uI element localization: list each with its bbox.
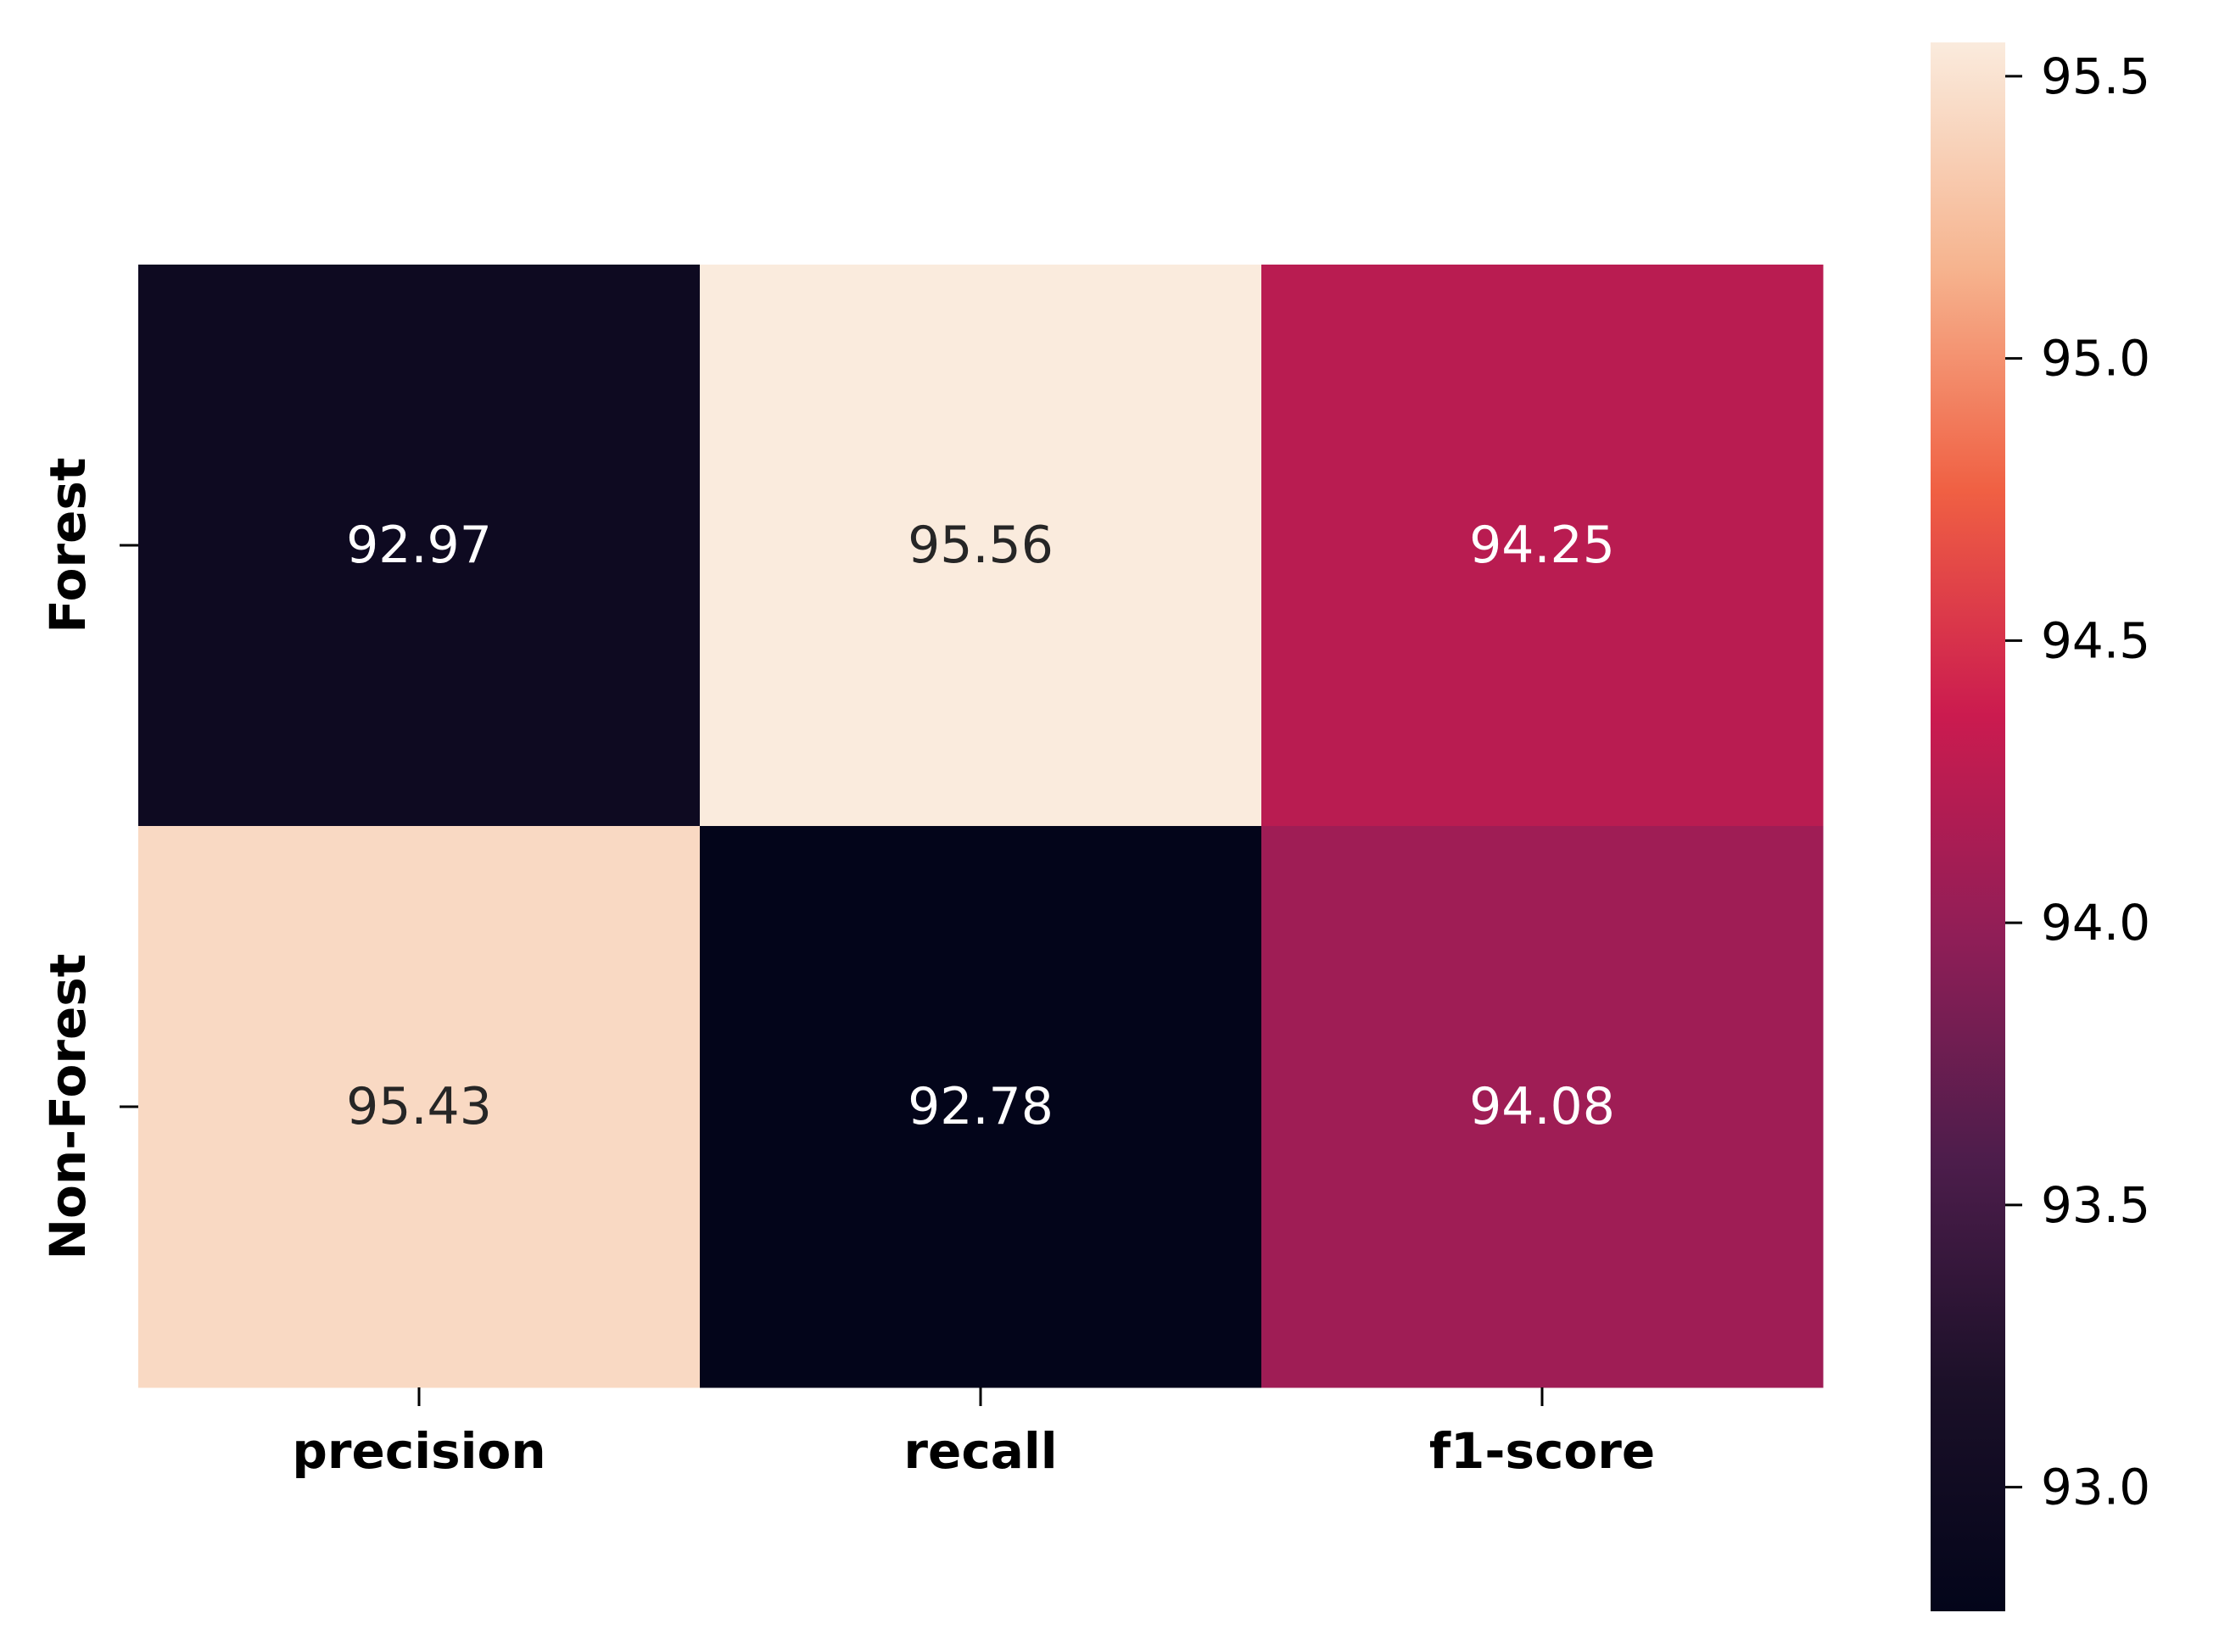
heatmap-cell bbox=[1261, 826, 1824, 1388]
cell-value-label: 95.56 bbox=[908, 516, 1054, 575]
heatmap-cell bbox=[700, 265, 1262, 827]
colorbar-tick-label: 93.5 bbox=[2041, 1176, 2150, 1234]
cell-value-label: 92.78 bbox=[908, 1077, 1054, 1136]
colorbar-tick-label: 94.0 bbox=[2041, 894, 2150, 952]
heatmap-cell bbox=[1261, 265, 1824, 827]
y-tick-label: Forest bbox=[39, 457, 97, 633]
y-axis: Forest Non-Forest bbox=[39, 457, 138, 1260]
cell-value-label: 94.08 bbox=[1469, 1077, 1615, 1136]
heatmap-cell bbox=[138, 265, 701, 827]
heatmap-cell bbox=[138, 826, 701, 1388]
x-tick-label: f1-score bbox=[1429, 1422, 1655, 1480]
cell-value-label: 95.43 bbox=[346, 1077, 492, 1136]
x-tick-label: recall bbox=[903, 1422, 1057, 1480]
colorbar-gradient bbox=[1931, 42, 2005, 1611]
cell-value-label: 94.25 bbox=[1469, 516, 1615, 575]
heatmap-cell-labels: 92.97 95.56 94.25 95.43 92.78 94.08 bbox=[346, 516, 1615, 1136]
x-tick-label: precision bbox=[292, 1422, 545, 1480]
heatmap-cells bbox=[138, 265, 1824, 1388]
y-tick-label: Non-Forest bbox=[39, 953, 97, 1259]
colorbar-tick-label: 95.0 bbox=[2041, 330, 2150, 388]
colorbar-tick-label: 95.5 bbox=[2041, 47, 2150, 105]
cell-value-label: 92.97 bbox=[346, 516, 492, 575]
x-axis: precision recall f1-score bbox=[292, 1387, 1655, 1480]
colorbar-tick-label: 93.0 bbox=[2041, 1459, 2150, 1516]
colorbar-tick-label: 94.5 bbox=[2041, 611, 2150, 669]
colorbar: 93.0 93.5 94.0 94.5 95.0 95.5 bbox=[1931, 42, 2150, 1611]
heatmap-cell bbox=[700, 826, 1262, 1388]
